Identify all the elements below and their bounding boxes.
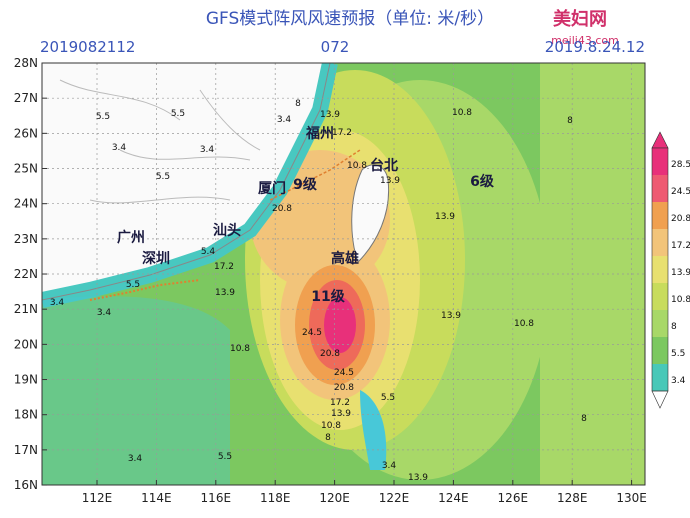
- grid: [42, 63, 645, 485]
- colorbar-label: 5.5: [671, 349, 685, 359]
- colorbar-label: 10.8: [671, 295, 690, 305]
- lat-label: 25N: [14, 162, 38, 176]
- contour-label: 13.9: [215, 288, 235, 298]
- watermark: 美妇网: [553, 8, 607, 30]
- place-label: 高雄: [331, 250, 359, 267]
- forecast-hour: 072: [321, 38, 350, 56]
- contour-label: 3.4: [200, 145, 215, 155]
- contour-label: 8: [581, 414, 587, 424]
- colorbar-label: 17.2: [671, 241, 690, 251]
- contour-label: 10.8: [347, 161, 367, 171]
- contour-label: 8: [567, 116, 573, 126]
- contour-label: 13.9: [380, 176, 400, 186]
- contour-label: 5.4: [201, 247, 216, 257]
- contour-label: 10.8: [452, 108, 472, 118]
- lat-label: 28N: [14, 56, 38, 70]
- contour-label: 3.4: [277, 115, 292, 125]
- contour-label: 5.5: [171, 109, 185, 119]
- colorbar-label: 28.5: [671, 160, 690, 170]
- contour-label: 3.4: [128, 454, 143, 464]
- lat-label: 27N: [14, 91, 38, 105]
- contour-label: 13.9: [435, 212, 455, 222]
- place-label: 厦门: [258, 180, 286, 197]
- colorbar-label: 3.4: [671, 376, 686, 386]
- contour-label: 3.4: [97, 308, 112, 318]
- contour-label: 10.8: [230, 344, 250, 354]
- place-label: 11级: [311, 288, 345, 305]
- contour-label: 13.9: [331, 409, 351, 419]
- contour-label: 13.9: [320, 110, 340, 120]
- contour-label: 5.5: [218, 452, 232, 462]
- place-label: 广州: [117, 229, 145, 246]
- contour-label: 5.5: [126, 280, 140, 290]
- colorbar-label: 8: [671, 322, 677, 332]
- place-label: 台北: [370, 157, 398, 174]
- lat-label: 21N: [14, 302, 38, 316]
- contour-label: 10.8: [514, 319, 534, 329]
- watermark-url: meili43.com: [551, 34, 619, 47]
- lon-label: 116E: [201, 491, 232, 505]
- contour-label: 8: [295, 99, 301, 109]
- map-area: [42, 63, 645, 485]
- lat-label: 24N: [14, 197, 38, 211]
- place-label: 福州: [305, 125, 334, 142]
- lat-label: 19N: [14, 373, 38, 387]
- colorbar-label: 13.9: [671, 268, 690, 278]
- lat-label: 16N: [14, 478, 38, 492]
- contour-label: 17.2: [330, 398, 350, 408]
- contour-label: 13.9: [441, 311, 461, 321]
- lon-label: 112E: [82, 491, 113, 505]
- contour-label: 20.8: [320, 349, 340, 359]
- contour-label: 3.4: [112, 143, 127, 153]
- init-time: 2019082112: [40, 38, 135, 56]
- place-label: 9级: [293, 176, 318, 193]
- lon-label: 114E: [141, 491, 172, 505]
- lon-label: 120E: [319, 491, 350, 505]
- colorbar-label: 24.5: [671, 187, 690, 197]
- colorbar-label: 20.8: [671, 214, 690, 224]
- title: GFS模式阵风风速预报（单位: 米/秒）: [206, 9, 494, 29]
- contour-label: 20.8: [334, 383, 354, 393]
- lon-label: 122E: [379, 491, 410, 505]
- contour-label: 17.2: [332, 128, 352, 138]
- lon-label: 128E: [557, 491, 588, 505]
- lat-label: 22N: [14, 267, 38, 281]
- lat-label: 23N: [14, 232, 38, 246]
- lat-label: 18N: [14, 408, 38, 422]
- place-label: 深圳: [142, 250, 170, 267]
- contour-label: 5.5: [96, 112, 110, 122]
- contour-label: 24.5: [302, 328, 322, 338]
- contour-label: 17.2: [214, 262, 234, 272]
- contour-label: 5.5: [156, 172, 170, 182]
- place-label: 6级: [470, 173, 495, 190]
- contour-label: 24.5: [334, 368, 354, 378]
- contour-label: 3.4: [50, 298, 65, 308]
- lat-label: 20N: [14, 337, 38, 351]
- place-label: 汕头: [213, 222, 241, 239]
- lat-label: 17N: [14, 443, 38, 457]
- colorbar: [651, 131, 669, 409]
- lat-label: 26N: [14, 126, 38, 140]
- contour-label: 13.9: [408, 473, 428, 483]
- contour-label: 3.4: [382, 461, 397, 471]
- lon-label: 118E: [260, 491, 291, 505]
- contour-label: 10.8: [321, 421, 341, 431]
- lon-label: 126E: [498, 491, 529, 505]
- lon-label: 130E: [616, 491, 647, 505]
- contour-label: 20.8: [272, 204, 292, 214]
- contour-label: 8: [325, 433, 331, 443]
- lon-label: 124E: [438, 491, 469, 505]
- contour-label: 5.5: [381, 393, 395, 403]
- valid-time: 2019.8.24.12: [545, 38, 645, 56]
